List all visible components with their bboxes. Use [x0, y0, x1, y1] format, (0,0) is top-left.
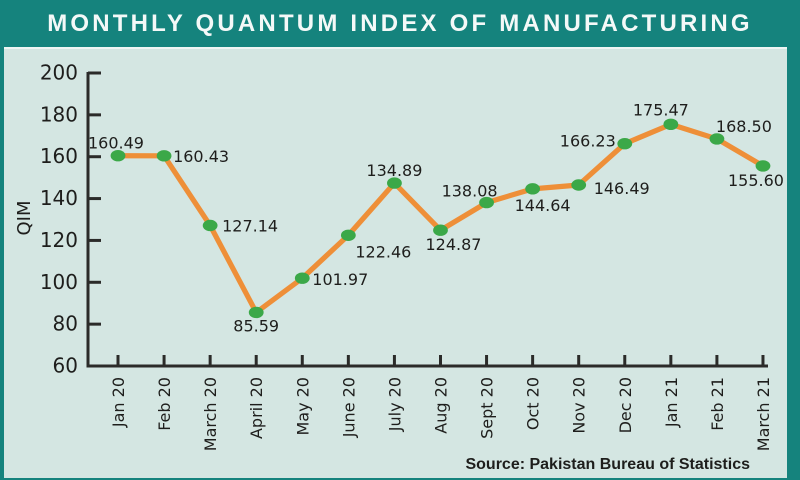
data-point-marker [202, 219, 218, 232]
value-label: 127.14 [222, 216, 278, 235]
data-point-marker [156, 150, 172, 162]
data-point-marker [663, 118, 679, 131]
x-tick-label: Feb 21 [708, 377, 727, 431]
value-label: 144.64 [515, 196, 571, 215]
value-label: 160.43 [173, 147, 229, 166]
value-label: 101.97 [312, 270, 368, 289]
value-label: 155.60 [728, 171, 784, 190]
x-tick-label: Oct 20 [524, 377, 543, 430]
y-tick-label: 180 [40, 102, 78, 126]
y-tick-label: 160 [40, 144, 78, 168]
x-tick-label: April 20 [247, 377, 266, 439]
data-point-marker [571, 179, 587, 191]
x-tick-label: June 20 [339, 377, 358, 438]
y-tick-label: 100 [40, 270, 78, 294]
data-point-marker [755, 160, 771, 172]
title-bar: MONTHLY QUANTUM INDEX OF MANUFACTURING [0, 0, 800, 47]
y-axis-title: QIM [14, 200, 35, 235]
data-point-marker [479, 196, 494, 209]
x-tick-label: Dec 20 [616, 377, 635, 433]
chart-panel [4, 47, 787, 478]
data-point-marker [248, 306, 264, 319]
y-tick-label: 200 [40, 61, 78, 85]
value-label: 166.23 [560, 132, 616, 151]
x-tick-label: March 21 [754, 377, 773, 451]
data-point-marker [110, 149, 126, 162]
value-label: 175.47 [633, 100, 689, 119]
x-tick-label: March 20 [201, 377, 220, 451]
value-label: 168.50 [716, 117, 772, 136]
x-tick-label: Nov 20 [570, 377, 589, 434]
data-point-marker [617, 137, 633, 150]
y-tick-label: 60 [53, 354, 78, 378]
data-point-marker [709, 133, 725, 145]
x-tick-label: Feb 20 [155, 377, 174, 431]
data-point-marker [340, 229, 356, 241]
y-tick-label: 80 [53, 312, 78, 336]
value-label: 124.87 [425, 235, 481, 254]
y-tick-label: 140 [40, 186, 78, 210]
source-note: Source: Pakistan Bureau of Statistics [465, 456, 750, 473]
value-label: 85.59 [233, 316, 279, 335]
data-point-marker [525, 183, 541, 195]
x-tick-label: July 20 [385, 377, 404, 432]
x-tick-label: May 20 [293, 377, 312, 436]
x-tick-label: Aug 20 [431, 377, 450, 434]
value-label: 134.89 [366, 161, 422, 180]
data-point-marker [433, 224, 448, 236]
x-tick-label: Jan 20 [109, 377, 128, 428]
value-label: 160.49 [88, 134, 144, 153]
value-label: 138.08 [442, 182, 498, 201]
value-label: 146.49 [594, 179, 650, 198]
data-point-marker [387, 177, 402, 189]
data-point-marker [294, 272, 310, 284]
y-tick-label: 120 [40, 228, 78, 252]
x-tick-label: Sept 20 [478, 377, 497, 439]
page-title: MONTHLY QUANTUM INDEX OF MANUFACTURING [47, 9, 753, 37]
value-label: 122.46 [355, 242, 411, 261]
x-tick-label: Jan 21 [662, 377, 681, 428]
